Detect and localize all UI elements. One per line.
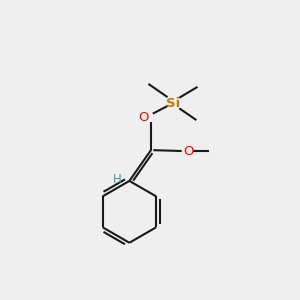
Text: H: H [113,173,122,186]
Text: O: O [183,145,194,158]
Text: Si: Si [166,97,181,110]
Text: O: O [139,111,149,124]
